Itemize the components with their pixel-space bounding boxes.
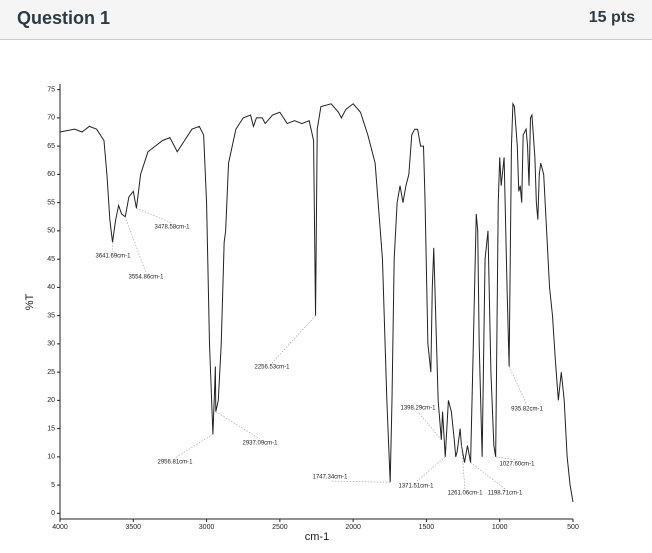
- y-tick-label: 70: [47, 115, 55, 122]
- annotation-leader: [461, 445, 466, 490]
- annotation-leader: [470, 462, 506, 490]
- annotation-label: 3641.69cm-1: [95, 254, 131, 260]
- y-tick-label: 60: [47, 171, 55, 178]
- annotation-label: 1398.29cm-1: [400, 406, 436, 412]
- annotation-label: 2937.09cm-1: [242, 441, 278, 447]
- x-tick-label: 1000: [492, 524, 508, 531]
- y-tick-label: 15: [47, 425, 55, 432]
- annotation-leader: [508, 366, 528, 406]
- x-axis-label: cm-1: [305, 531, 329, 543]
- annotation-leader: [215, 411, 261, 440]
- annotation-leader: [136, 208, 173, 224]
- x-tick-label: 2000: [345, 524, 361, 531]
- x-tick-label: 3500: [125, 524, 141, 531]
- annotation-label: 2956.81cm-1: [157, 460, 193, 466]
- annotation-label: 2256.53cm-1: [254, 365, 290, 371]
- annotation-label: 1261.06cm-1: [447, 491, 483, 497]
- y-tick-label: 25: [47, 369, 55, 376]
- y-tick-label: 20: [47, 397, 55, 404]
- annotation-label: 1027.60cm-1: [499, 462, 535, 468]
- x-tick-label: 2500: [272, 524, 288, 531]
- annotation-leader: [417, 411, 442, 441]
- y-tick-label: 40: [47, 284, 55, 291]
- x-tick-label: 1500: [419, 524, 435, 531]
- annotation-label: 1371.51cm-1: [398, 484, 434, 490]
- annotation-leader: [174, 434, 214, 459]
- y-tick-label: 55: [47, 199, 55, 206]
- annotation-leader: [415, 456, 446, 483]
- question-title: Question 1: [17, 8, 111, 28]
- y-tick-label: 65: [47, 143, 55, 150]
- annotation-label: 935.82cm-1: [511, 407, 543, 413]
- y-tick-label: 5: [51, 482, 55, 489]
- x-tick-label: 500: [567, 524, 579, 531]
- x-tick-label: 3000: [199, 524, 215, 531]
- annotation-leader: [329, 480, 391, 483]
- y-tick-label: 35: [47, 312, 55, 319]
- annotation-label: 3554.86cm-1: [128, 275, 164, 281]
- y-tick-label: 75: [47, 86, 55, 93]
- annotation-leader: [495, 456, 518, 461]
- y-tick-label: 45: [47, 256, 55, 263]
- y-tick-label: 30: [47, 341, 55, 348]
- annotation-label: 1198.71cm-1: [488, 491, 523, 497]
- spectrum-line: [59, 101, 574, 503]
- annotation-label: 3478.58cm-1: [154, 225, 190, 231]
- question-header: Question 1 15 pts: [0, 0, 652, 40]
- annotation-leader: [271, 315, 316, 364]
- x-tick-label: 4000: [52, 524, 68, 531]
- y-tick-label: 0: [51, 510, 55, 517]
- y-tick-label: 10: [47, 454, 55, 461]
- annotation-label: 1747.34cm-1: [312, 475, 348, 481]
- chart: %T cm-1 0 5 10 15 20 25 30 35 40 45 50 55 60 65 70 75 40…: [24, 84, 579, 543]
- y-tick-label: 50: [47, 228, 55, 235]
- y-axis-label: %T: [24, 293, 36, 310]
- question-points: 15 pts: [588, 9, 635, 26]
- annotation-leader: [124, 216, 147, 274]
